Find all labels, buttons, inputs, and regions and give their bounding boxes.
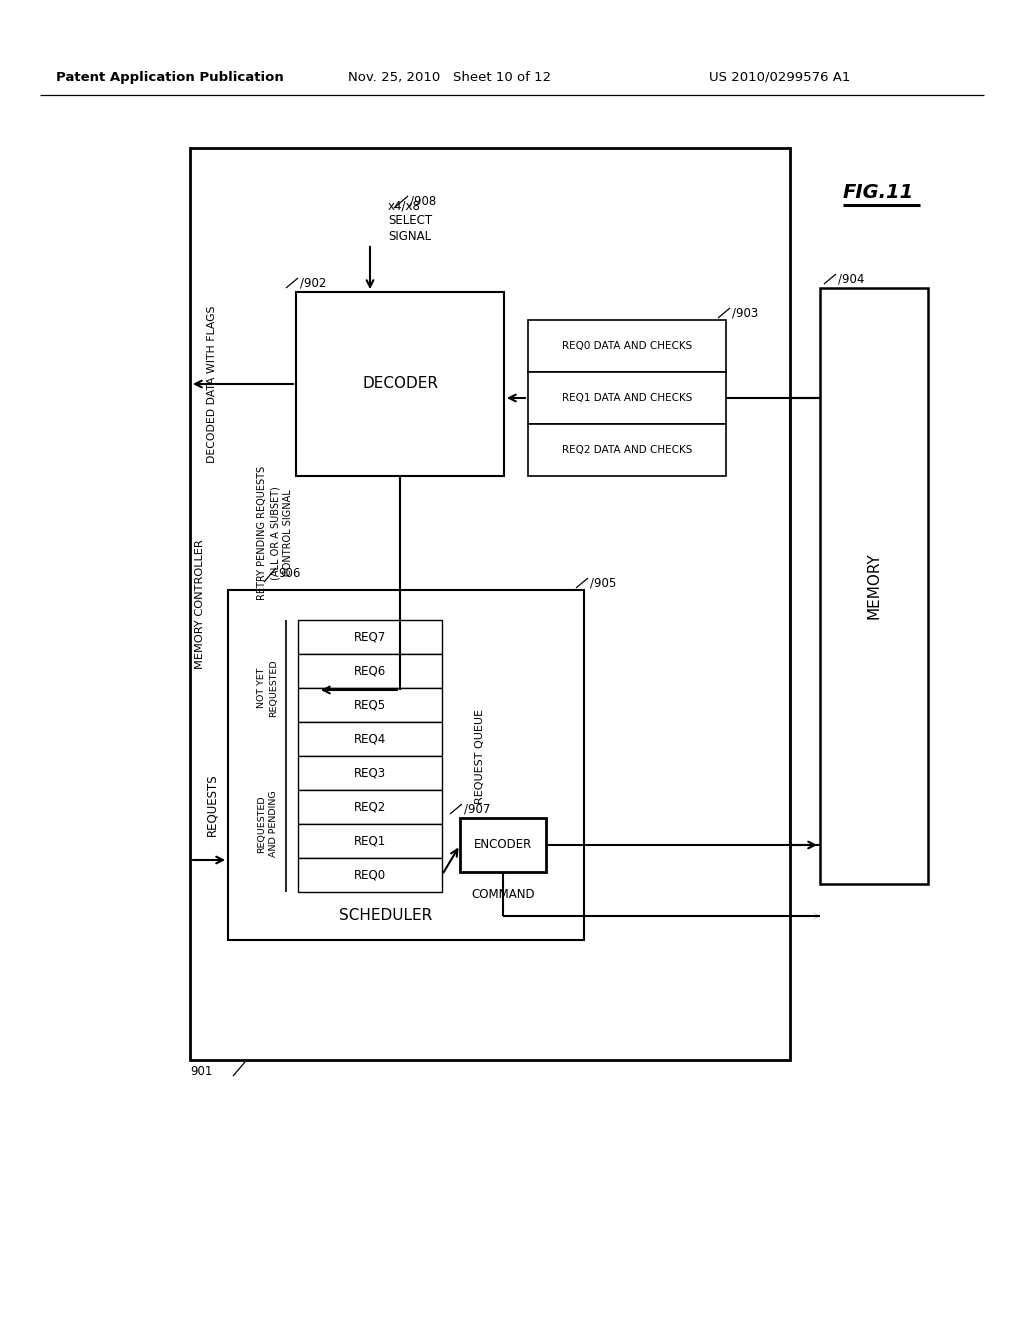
Text: /907: /907 bbox=[464, 803, 490, 816]
Text: RETRY PENDING REQUESTS: RETRY PENDING REQUESTS bbox=[257, 466, 267, 601]
Bar bbox=[528, 424, 726, 477]
Text: Nov. 25, 2010   Sheet 10 of 12: Nov. 25, 2010 Sheet 10 of 12 bbox=[348, 70, 552, 83]
Text: Patent Application Publication: Patent Application Publication bbox=[56, 70, 284, 83]
Text: x4/x8: x4/x8 bbox=[388, 199, 421, 213]
Text: NOT YET: NOT YET bbox=[257, 668, 266, 709]
Text: REQ0: REQ0 bbox=[354, 869, 386, 882]
Bar bbox=[528, 372, 726, 424]
Text: REQ1 DATA AND CHECKS: REQ1 DATA AND CHECKS bbox=[562, 393, 692, 403]
Text: MEMORY: MEMORY bbox=[866, 553, 882, 619]
Text: REQ4: REQ4 bbox=[354, 733, 386, 746]
Bar bbox=[298, 789, 442, 824]
Text: REQ0 DATA AND CHECKS: REQ0 DATA AND CHECKS bbox=[562, 341, 692, 351]
Bar bbox=[228, 590, 584, 940]
Text: REQUESTED: REQUESTED bbox=[269, 659, 279, 717]
Bar bbox=[298, 688, 442, 722]
Text: /904: /904 bbox=[838, 273, 864, 286]
Text: REQUESTS: REQUESTS bbox=[206, 774, 218, 837]
Text: REQ1: REQ1 bbox=[354, 834, 386, 847]
Text: SELECT: SELECT bbox=[388, 214, 432, 227]
Text: SCHEDULER: SCHEDULER bbox=[339, 908, 432, 923]
Text: REQ7: REQ7 bbox=[354, 631, 386, 644]
Text: DECODER: DECODER bbox=[362, 376, 438, 392]
Bar bbox=[190, 148, 790, 1060]
Text: 901: 901 bbox=[190, 1065, 213, 1078]
Bar bbox=[298, 824, 442, 858]
Bar bbox=[298, 858, 442, 892]
Text: FIG.11: FIG.11 bbox=[843, 182, 913, 202]
Bar bbox=[528, 319, 726, 372]
Text: /903: /903 bbox=[732, 308, 758, 319]
Bar bbox=[298, 653, 442, 688]
Bar bbox=[820, 288, 928, 884]
Text: US 2010/0299576 A1: US 2010/0299576 A1 bbox=[710, 70, 851, 83]
Text: REQ6: REQ6 bbox=[354, 664, 386, 677]
Text: REQ2: REQ2 bbox=[354, 800, 386, 813]
Text: REQUEST QUEUE: REQUEST QUEUE bbox=[475, 709, 485, 804]
Text: (ALL OR A SUBSET): (ALL OR A SUBSET) bbox=[270, 486, 280, 579]
Text: 906: 906 bbox=[278, 568, 300, 579]
Bar bbox=[298, 722, 442, 756]
Text: /902: /902 bbox=[300, 277, 327, 290]
Text: DECODED DATA WITH FLAGS: DECODED DATA WITH FLAGS bbox=[207, 305, 217, 463]
Text: ENCODER: ENCODER bbox=[474, 838, 532, 851]
Bar bbox=[296, 292, 504, 477]
Text: REQUESTED: REQUESTED bbox=[257, 795, 266, 853]
Text: REQ5: REQ5 bbox=[354, 698, 386, 711]
Text: /905: /905 bbox=[590, 577, 616, 590]
Text: SIGNAL: SIGNAL bbox=[388, 230, 431, 243]
Text: COMMAND: COMMAND bbox=[471, 887, 535, 900]
Text: REQ2 DATA AND CHECKS: REQ2 DATA AND CHECKS bbox=[562, 445, 692, 455]
Bar bbox=[460, 818, 546, 873]
Bar bbox=[298, 620, 442, 653]
Text: CONTROL SIGNAL: CONTROL SIGNAL bbox=[283, 490, 293, 577]
Text: /908: /908 bbox=[410, 195, 436, 209]
Text: AND PENDING: AND PENDING bbox=[269, 791, 279, 857]
Text: MEMORY CONTROLLER: MEMORY CONTROLLER bbox=[195, 539, 205, 669]
Bar bbox=[298, 756, 442, 789]
Text: REQ3: REQ3 bbox=[354, 767, 386, 780]
